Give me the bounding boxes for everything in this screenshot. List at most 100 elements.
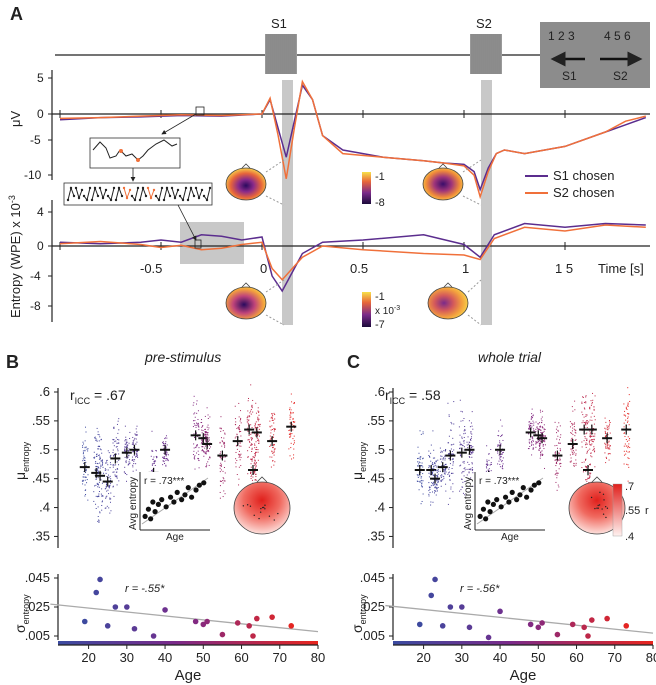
panel-c-inset: r = .73*** Age Avg entropy bbox=[463, 472, 545, 543]
panel-c-age-tick: 40 bbox=[493, 650, 507, 665]
topo-erp-s1 bbox=[225, 159, 285, 206]
panel-b-label: B bbox=[6, 352, 19, 372]
panel-a-label: A bbox=[10, 4, 23, 24]
panel-b-mu-tick: .4 bbox=[39, 500, 50, 515]
panel-b-mu-subject bbox=[286, 393, 297, 460]
ent-tick-4: 4 bbox=[37, 205, 44, 219]
panel-b-inset-point bbox=[159, 497, 165, 503]
keys-left: 1 2 3 bbox=[548, 29, 575, 43]
panel-b-mu-subject bbox=[267, 412, 278, 468]
panel-b-mu-tick: .5 bbox=[39, 442, 50, 457]
panel-b-inset-point bbox=[174, 489, 180, 495]
panel-b-mu-subject bbox=[244, 384, 255, 475]
panel-b-sigma-label: σentropy bbox=[12, 594, 31, 633]
ent-tick-m8: -8 bbox=[30, 299, 41, 313]
erp-tick-m10: -10 bbox=[24, 168, 42, 182]
cbar-ent bbox=[362, 292, 371, 327]
panel-c-sigma-point bbox=[581, 624, 587, 631]
panel-b-age-tick: 20 bbox=[81, 650, 95, 665]
ent-tick-m4: -4 bbox=[30, 269, 41, 283]
panel-c-inset-r: r = .73*** bbox=[479, 476, 519, 487]
arrow-left-label: S1 bbox=[562, 69, 577, 83]
panel-c-mu-tick: .55 bbox=[367, 413, 385, 428]
panel-c-sigma-point bbox=[554, 631, 561, 638]
erp-tick-m5: -5 bbox=[30, 133, 41, 147]
zoom-marker bbox=[195, 106, 205, 116]
cbar-r-max: .7 bbox=[625, 481, 634, 493]
panel-c-mu-tick: .5 bbox=[374, 442, 385, 457]
panel-c-sigma-r: r = -.56* bbox=[460, 583, 500, 595]
panel-c-age-tick: 20 bbox=[416, 650, 430, 665]
response-keys-box: 1 2 3 4 5 6 S1 S2 bbox=[540, 22, 650, 88]
panel-b-mu-label: μentropy bbox=[12, 441, 31, 480]
panel-c-label: C bbox=[347, 352, 360, 372]
panel-b-sigma-tick: .005 bbox=[25, 628, 50, 643]
panel-c-inset-point bbox=[520, 485, 526, 491]
panel-c-sigma-point bbox=[459, 604, 465, 610]
panel-c-inset-point bbox=[480, 506, 487, 512]
topo-ent-s1 bbox=[225, 279, 285, 326]
panel-b-inset-ylabel: Avg entropy bbox=[128, 477, 139, 530]
zoom-arrow bbox=[161, 113, 197, 135]
legend-s2-label: S2 chosen bbox=[553, 185, 614, 200]
panel-c-mu-tick: .45 bbox=[367, 471, 385, 486]
panel-c-mu-subject bbox=[579, 395, 590, 473]
panel-c-inset-ylabel: Avg entropy bbox=[463, 477, 474, 530]
panel-c-mu-subject bbox=[464, 411, 475, 487]
panel-b-sigma-tick: .045 bbox=[25, 570, 50, 585]
ent-ylabel-exp: -3 bbox=[7, 195, 17, 203]
panel-b-inset-point bbox=[185, 485, 191, 491]
panel-b-sigma-point bbox=[150, 633, 157, 639]
topo-ent-s2 bbox=[427, 279, 482, 326]
panel-b-sigma-point bbox=[93, 589, 100, 596]
panel-c-sigma-point bbox=[428, 592, 435, 599]
panel-c-sigma-tick: .045 bbox=[360, 570, 385, 585]
panel-b-mu-tick: .35 bbox=[32, 528, 50, 543]
panel-c-age-tick: 60 bbox=[569, 650, 583, 665]
s2-stimulus bbox=[470, 34, 502, 74]
panel-b-mu-tick: .45 bbox=[32, 471, 50, 486]
panel-b-inset-point bbox=[179, 497, 185, 503]
cbar-erp-min: -8 bbox=[375, 197, 385, 209]
panel-b-mu-subject bbox=[129, 425, 140, 472]
s2-window-bar bbox=[481, 80, 492, 325]
panel-b-sigma-point bbox=[234, 620, 241, 626]
panel-c-age-tick: 30 bbox=[455, 650, 469, 665]
panel-b-sigma-point bbox=[97, 576, 103, 583]
panel-c-inset-point bbox=[506, 499, 512, 505]
panel-b-mu-subject bbox=[160, 435, 171, 467]
cbar-ent-unit-exp: -3 bbox=[394, 305, 400, 312]
panel-c-inset-point bbox=[528, 487, 534, 493]
panel-b-sigma-point bbox=[81, 618, 88, 625]
panel-c-ricc: rICC = .58 bbox=[385, 387, 441, 406]
panel-b-mu-subject bbox=[95, 431, 106, 523]
panel-b-sigma-point bbox=[288, 623, 295, 629]
panel-c-sigma-point bbox=[497, 608, 503, 615]
panel-c-inset-xlabel: Age bbox=[501, 532, 519, 543]
panel-c-mu-subject bbox=[414, 430, 425, 505]
panel-b-sigma-point bbox=[204, 618, 210, 625]
panel-b-sigma-point bbox=[269, 614, 275, 620]
panel-c-sigma-point bbox=[589, 617, 595, 623]
panel-c-mu-subject bbox=[602, 417, 613, 464]
panel-b-inset-point bbox=[150, 499, 156, 505]
panel-b-sigma-point bbox=[254, 615, 260, 622]
panel-b-mu-subject bbox=[190, 395, 201, 470]
ent-ylabel: Entropy (WPE) x 10-3 bbox=[7, 195, 23, 318]
panel-c-sigma-tick: .025 bbox=[360, 599, 385, 614]
panel-b-mu-subject bbox=[79, 426, 90, 501]
panel-c-sigma-point bbox=[604, 615, 610, 622]
panel-c-age-tick: 70 bbox=[608, 650, 622, 665]
panel-b-age-tick: 80 bbox=[311, 650, 325, 665]
panel-c-mu-subject bbox=[430, 459, 441, 496]
panel-c-inset-point bbox=[502, 494, 509, 500]
cbar-ent-unit: x 10-3 bbox=[375, 305, 400, 317]
panel-b-mu-subject bbox=[110, 418, 121, 497]
s1-stimulus bbox=[265, 34, 297, 74]
panel-b-mu-subject bbox=[232, 402, 243, 486]
entropy-line-s2-chosen bbox=[59, 224, 646, 281]
panel-c-sigma-tick: .005 bbox=[360, 628, 385, 643]
panel-b-age-tick: 70 bbox=[273, 650, 287, 665]
time-label: Time [s] bbox=[598, 261, 644, 276]
panel-c-mu-tick: .6 bbox=[374, 384, 385, 399]
